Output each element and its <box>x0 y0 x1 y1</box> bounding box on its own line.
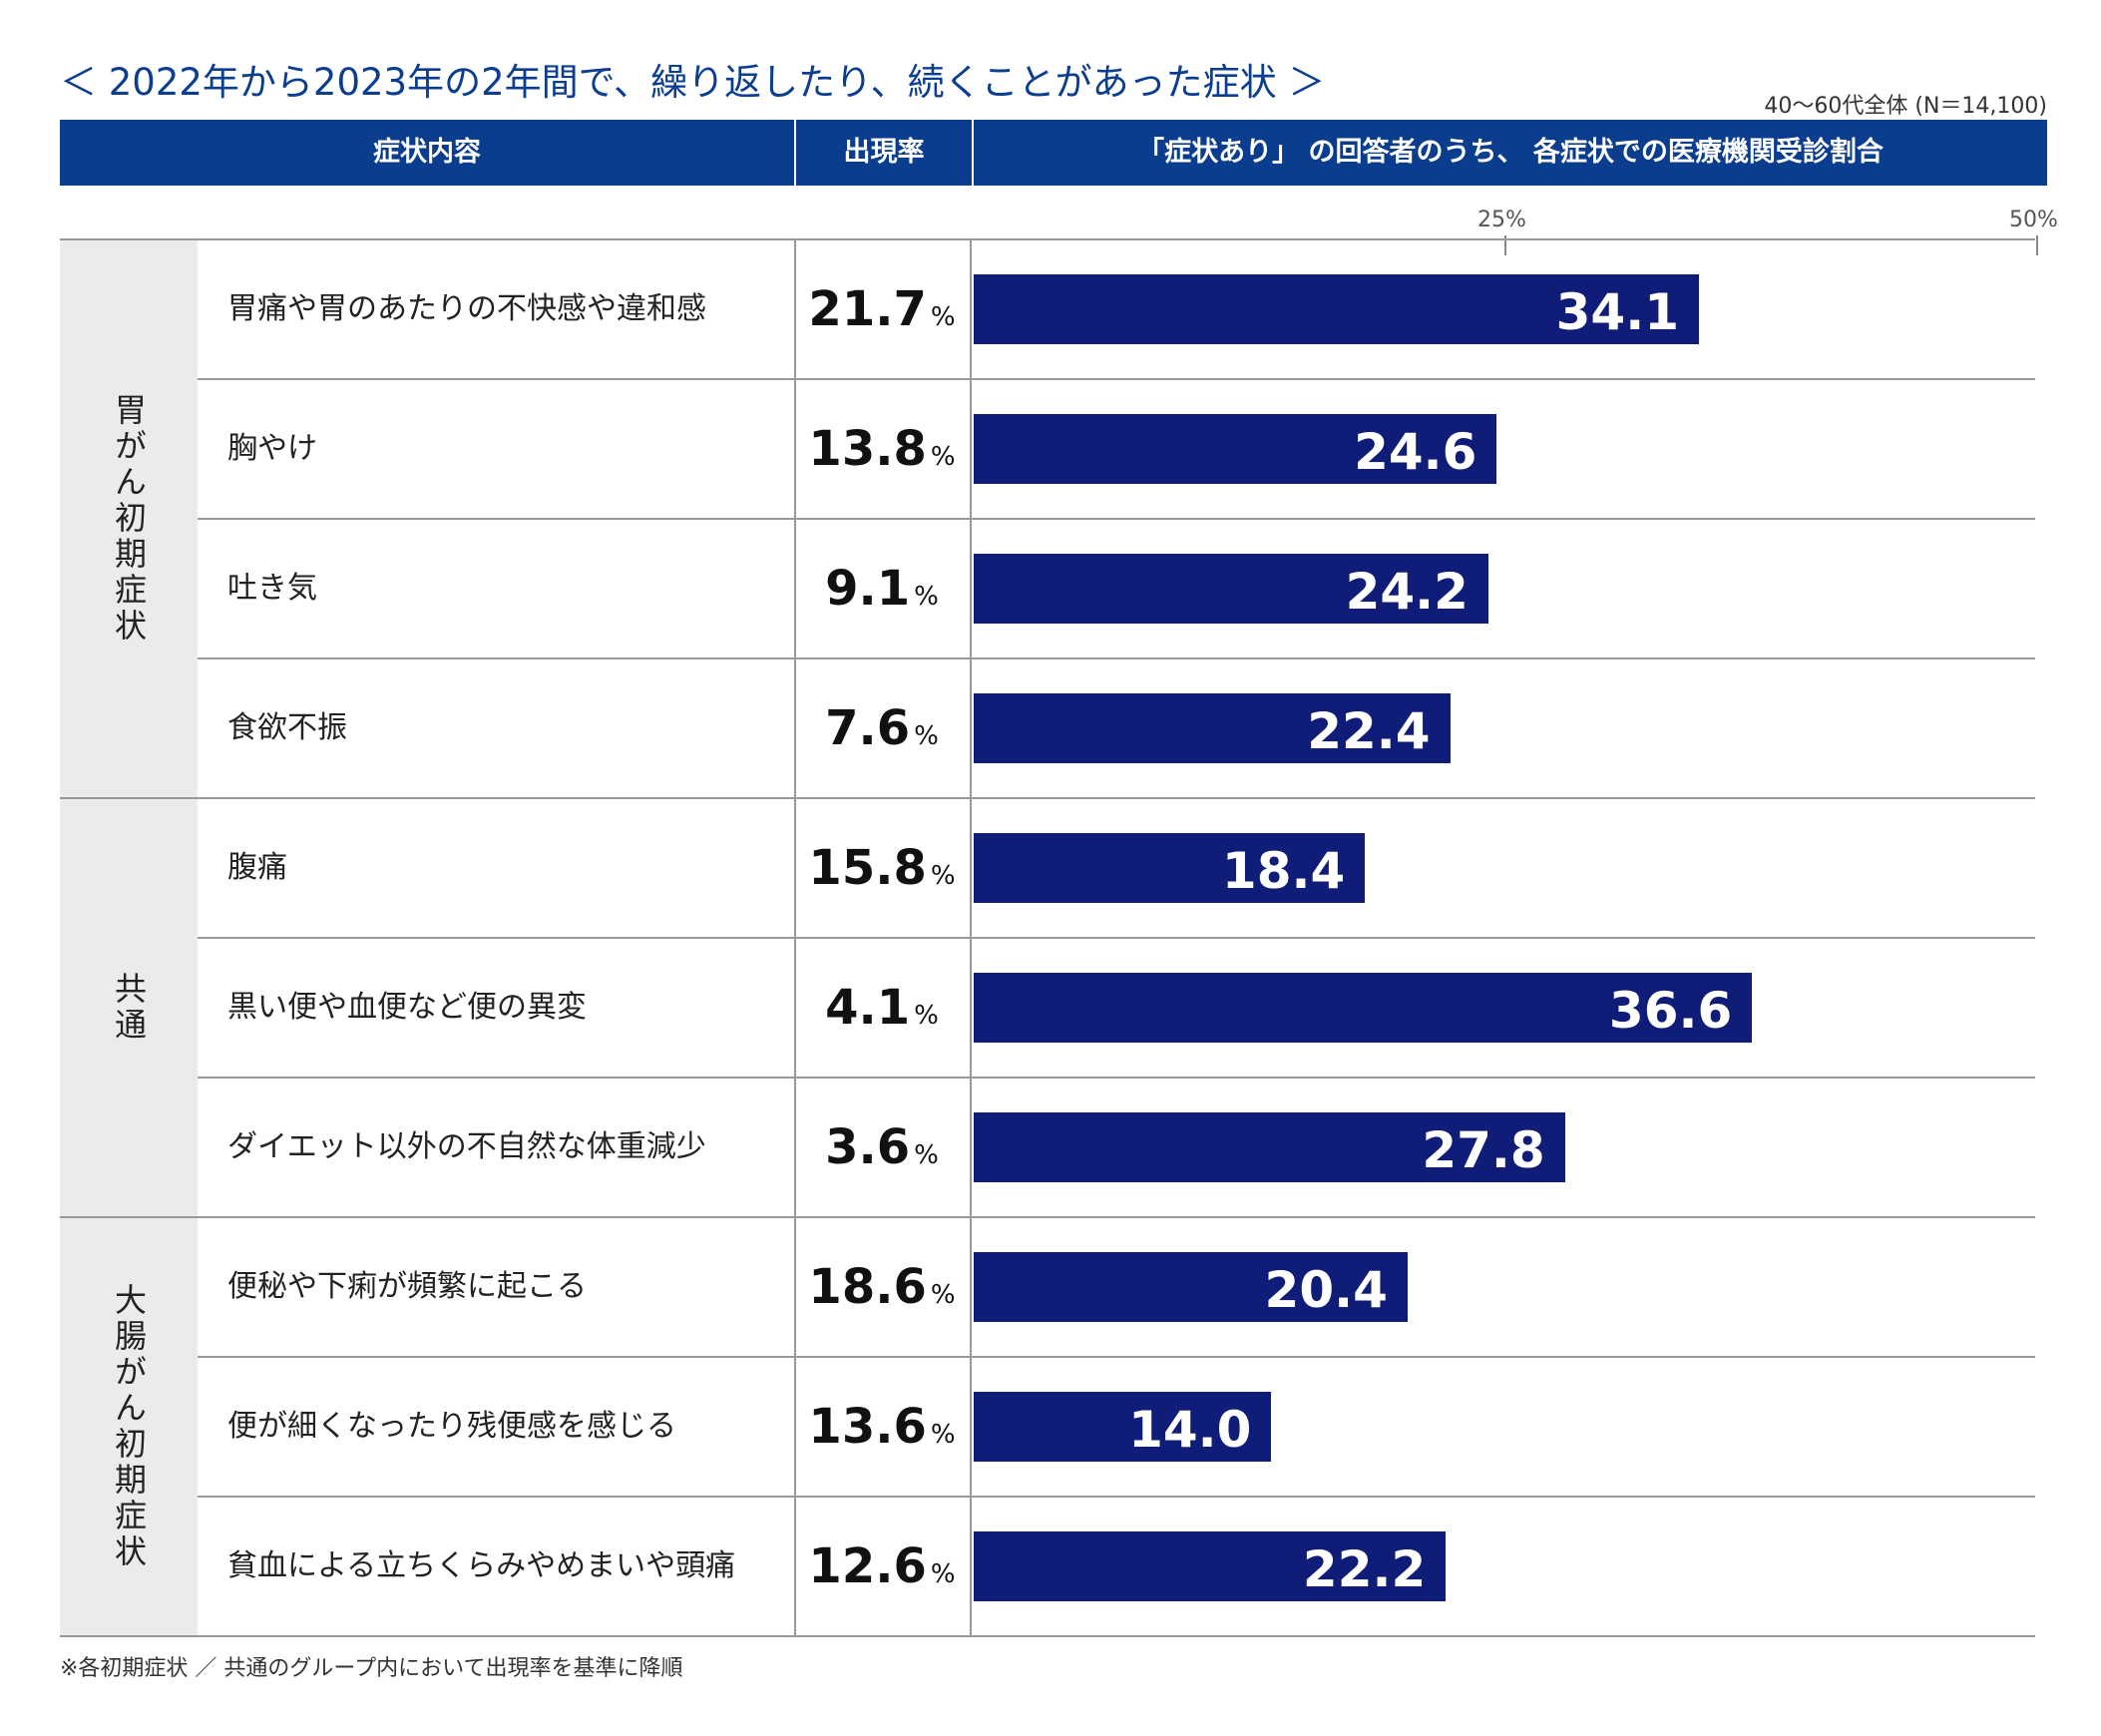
rate-unit: % <box>914 1001 939 1031</box>
table-header: 症状内容 出現率 「症状あり」 の回答者のうち、 各症状での医療機関受診割合 <box>60 120 2047 186</box>
rate-number: 13.6 <box>808 1399 927 1455</box>
bar: 14.0 <box>974 1392 1272 1462</box>
group-cell: 胃がん初期症状 <box>60 239 198 798</box>
table-bottom-border <box>60 1635 2035 1637</box>
bar-value-label: 27.8 <box>1422 1121 1545 1179</box>
rate-number: 13.8 <box>808 421 927 477</box>
rate-value: 15.8% <box>794 838 970 898</box>
symptom-label: 胃痛や胃のあたりの不快感や違和感 <box>227 291 706 326</box>
bar: 24.2 <box>974 554 1488 624</box>
group-cell: 大腸がん初期症状 <box>60 1217 198 1636</box>
rate-value: 18.6% <box>794 1257 970 1317</box>
footnote: ※各初期症状 ／ 共通のグループ内において出現率を基準に降順 <box>60 1656 683 1681</box>
group-divider <box>60 797 2035 799</box>
chart-title: ＜ 2022年から2023年の2年間で、繰り返したり、続くことがあった症状 ＞ <box>60 61 1326 104</box>
row-divider <box>198 937 2035 939</box>
bar: 20.4 <box>974 1252 1408 1322</box>
rate-value: 12.6% <box>794 1536 970 1596</box>
bar-value-label: 22.4 <box>1307 702 1431 760</box>
symptom-label: 便秘や下痢が頻繁に起こる <box>227 1269 587 1304</box>
symptom-label: 黒い便や血便など便の異変 <box>227 990 587 1025</box>
header-divider <box>794 120 796 186</box>
row-divider <box>198 1077 2035 1079</box>
bar: 18.4 <box>974 833 1366 903</box>
symptom-label: 吐き気 <box>227 571 317 606</box>
symptom-label: ダイエット以外の不自然な体重減少 <box>227 1129 706 1164</box>
bar-value-label: 20.4 <box>1264 1261 1388 1319</box>
x-tick-mark <box>1504 235 1506 255</box>
bar: 27.8 <box>974 1112 1565 1182</box>
group-cell: 共通 <box>60 798 198 1217</box>
header-symptom: 症状内容 <box>373 137 481 168</box>
symptom-label: 腹痛 <box>227 850 287 885</box>
bar-value-label: 18.4 <box>1221 842 1346 900</box>
rate-unit: % <box>930 1420 956 1450</box>
rate-unit: % <box>930 1559 956 1589</box>
row-divider <box>198 378 2035 380</box>
group-title-box: 胃がん初期症状 <box>60 239 198 798</box>
rate-unit: % <box>930 302 956 332</box>
group-title-box: 大腸がん初期症状 <box>60 1217 198 1636</box>
header-rate: 出現率 <box>843 137 925 168</box>
sample-note: 40〜60代全体 (N＝14,100) <box>1764 94 2047 119</box>
group-divider <box>60 1216 2035 1218</box>
rate-unit: % <box>930 1280 956 1310</box>
rate-number: 12.6 <box>808 1538 927 1594</box>
column-divider <box>794 239 796 1636</box>
rate-value: 13.6% <box>794 1397 970 1457</box>
rate-value: 3.6% <box>794 1117 970 1177</box>
bar: 36.6 <box>974 973 1753 1043</box>
rate-value: 21.7% <box>794 279 970 339</box>
bar: 24.6 <box>974 414 1497 484</box>
group-title: 胃がん初期症状 <box>110 393 148 645</box>
group-title: 共通 <box>110 972 148 1044</box>
rate-number: 18.6 <box>808 1259 927 1315</box>
rate-number: 21.7 <box>808 281 927 337</box>
x-tick-label: 50% <box>2009 208 2058 232</box>
column-divider <box>970 239 972 1636</box>
rate-value: 13.8% <box>794 419 970 479</box>
symptom-label: 食欲不振 <box>227 710 347 745</box>
rate-value: 9.1% <box>794 559 970 619</box>
rate-unit: % <box>914 582 939 612</box>
row-divider <box>198 1356 2035 1358</box>
rate-number: 3.6 <box>825 1119 911 1175</box>
bar-value-label: 36.6 <box>1608 982 1733 1040</box>
row-divider <box>198 518 2035 520</box>
rate-value: 4.1% <box>794 978 970 1038</box>
header-share: 「症状あり」 の回答者のうち、 各症状での医療機関受診割合 <box>1137 137 1884 168</box>
rate-number: 4.1 <box>825 980 911 1036</box>
bar-value-label: 24.6 <box>1354 423 1477 481</box>
x-tick-mark <box>2036 235 2038 255</box>
group-divider <box>60 238 2035 240</box>
bar: 22.4 <box>974 693 1451 763</box>
bar-value-label: 34.1 <box>1555 283 1679 341</box>
group-title-box: 共通 <box>60 798 198 1217</box>
symptom-label: 貧血による立ちくらみやめまいや頭痛 <box>227 1548 736 1583</box>
header-divider <box>972 120 974 186</box>
rate-unit: % <box>914 1140 939 1170</box>
bar-value-label: 22.2 <box>1302 1540 1427 1598</box>
bar: 22.2 <box>974 1531 1447 1601</box>
bar-value-label: 14.0 <box>1128 1401 1252 1459</box>
rate-number: 9.1 <box>825 561 911 617</box>
rate-unit: % <box>930 442 956 472</box>
x-tick-label: 25% <box>1477 208 1526 232</box>
row-divider <box>198 657 2035 659</box>
group-title: 大腸がん初期症状 <box>110 1283 148 1570</box>
bar-value-label: 24.2 <box>1345 563 1469 621</box>
row-divider <box>198 1496 2035 1498</box>
rate-number: 15.8 <box>808 840 927 896</box>
rate-number: 7.6 <box>825 700 911 756</box>
symptom-label: 便が細くなったり残便感を感じる <box>227 1409 676 1444</box>
symptom-label: 胸やけ <box>227 431 317 466</box>
bar: 34.1 <box>974 274 1699 344</box>
rate-unit: % <box>930 861 956 891</box>
rate-value: 7.6% <box>794 698 970 758</box>
rate-unit: % <box>914 721 939 751</box>
